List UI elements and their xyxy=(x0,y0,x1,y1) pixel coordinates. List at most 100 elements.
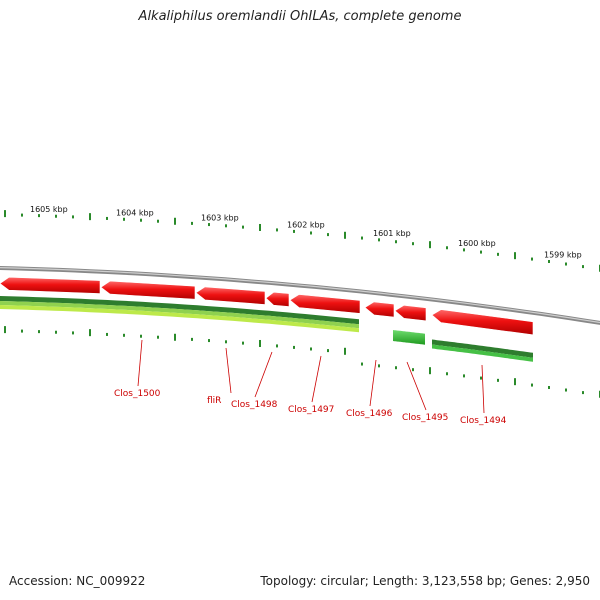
position-label: 1603 kbp xyxy=(201,214,239,223)
outer-tick xyxy=(514,252,516,260)
outer-tick xyxy=(310,231,312,235)
outer-tick xyxy=(565,262,567,266)
outer-tick xyxy=(480,250,482,254)
cds-band-mid-right xyxy=(432,344,533,362)
scale-ticks: 1605 kbp 1604 kbp 1603 kbp 1602 kbp 1601 kbp… xyxy=(4,205,600,398)
inner-tick xyxy=(191,337,193,341)
gene-leader-line xyxy=(406,361,427,411)
inner-tick xyxy=(344,347,346,355)
inner-tick xyxy=(106,332,108,336)
cds-band-mid xyxy=(0,301,359,329)
outer-tick xyxy=(361,236,363,240)
gene-arrow[interactable] xyxy=(100,280,196,300)
genome-stats-text: Topology: circular; Length: 3,123,558 bp… xyxy=(260,574,590,588)
inner-tick xyxy=(157,335,159,339)
inner-tick xyxy=(361,362,363,366)
gene-arrow[interactable] xyxy=(431,309,534,336)
inner-tick xyxy=(89,329,91,337)
outer-tick xyxy=(157,219,159,223)
outer-tick xyxy=(191,221,193,225)
outer-tick xyxy=(72,215,74,219)
accession-text: Accession: NC_009922 xyxy=(9,574,146,588)
gene-leader-line xyxy=(225,347,232,394)
inner-tick xyxy=(582,391,584,395)
map-title: Alkaliphilus oremlandii OhILAs, complete… xyxy=(138,9,462,24)
inner-tick xyxy=(259,339,261,347)
gene-arrows xyxy=(0,276,534,336)
outer-tick xyxy=(38,214,40,218)
feature-bands xyxy=(0,296,533,362)
gene-label[interactable]: Clos_1498 xyxy=(231,400,278,410)
inner-tick xyxy=(497,378,499,382)
position-label: 1600 kbp xyxy=(458,239,496,248)
inner-tick xyxy=(72,331,74,335)
position-label: 1601 kbp xyxy=(373,229,411,238)
inner-tick xyxy=(548,386,550,390)
gene-label[interactable]: Clos_1495 xyxy=(402,413,448,423)
position-label: 1604 kbp xyxy=(116,208,154,217)
outer-tick xyxy=(242,225,244,229)
gene-arrow[interactable] xyxy=(394,304,427,322)
outer-tick xyxy=(429,241,431,249)
inner-tick xyxy=(446,372,448,376)
inner-tick xyxy=(4,326,6,334)
inner-tick xyxy=(140,334,142,338)
gene-leader-line xyxy=(369,359,377,407)
outer-tick xyxy=(21,213,23,217)
cds-band-dark-right xyxy=(432,339,533,358)
outer-tick xyxy=(106,216,108,220)
gene-leader-line xyxy=(137,339,143,387)
gene-arrow[interactable] xyxy=(265,291,290,307)
inner-tick xyxy=(55,330,57,334)
inner-tick xyxy=(38,330,40,334)
gene-label[interactable]: Clos_1494 xyxy=(460,416,507,426)
inner-tick xyxy=(514,378,516,386)
outer-tick xyxy=(548,260,550,264)
inner-tick xyxy=(531,383,533,387)
reverse-gene-block xyxy=(393,330,425,345)
gene-label[interactable]: fliR xyxy=(207,396,221,406)
outer-tick xyxy=(327,233,329,237)
outer-tick xyxy=(497,252,499,256)
outer-tick xyxy=(208,223,210,227)
outer-tick xyxy=(4,210,6,218)
inner-tick xyxy=(21,329,23,333)
outer-tick xyxy=(293,229,295,233)
outer-tick xyxy=(446,246,448,250)
inner-tick xyxy=(293,345,295,349)
gene-arrow[interactable] xyxy=(289,294,361,314)
inner-tick xyxy=(276,344,278,348)
outer-tick xyxy=(259,223,261,231)
inner-tick xyxy=(395,366,397,370)
genome-backbone xyxy=(0,266,600,325)
inner-tick xyxy=(412,368,414,372)
outer-tick xyxy=(276,228,278,232)
inner-tick xyxy=(565,388,567,392)
cds-band-light xyxy=(0,305,359,333)
gene-arrow[interactable] xyxy=(195,286,266,305)
outer-tick xyxy=(55,214,57,218)
position-label: 1605 kbp xyxy=(30,205,68,214)
inner-tick xyxy=(480,376,482,380)
gene-arrow[interactable] xyxy=(364,301,395,318)
outer-tick xyxy=(463,248,465,252)
outer-tick xyxy=(344,231,346,239)
backbone-group xyxy=(0,266,600,325)
inner-tick xyxy=(174,333,176,341)
inner-tick xyxy=(242,341,244,345)
position-label: 1599 kbp xyxy=(544,250,582,259)
outer-tick xyxy=(123,217,125,221)
gene-label[interactable]: Clos_1497 xyxy=(288,405,334,415)
gene-leader-line xyxy=(311,355,322,403)
inner-tick xyxy=(225,340,227,344)
inner-tick xyxy=(463,374,465,378)
outer-tick xyxy=(378,238,380,242)
inner-tick xyxy=(378,364,380,368)
outer-tick xyxy=(89,213,91,221)
outer-tick xyxy=(225,224,227,228)
gene-label[interactable]: Clos_1500 xyxy=(114,389,161,399)
gene-arrow[interactable] xyxy=(0,276,101,294)
gene-label[interactable]: Clos_1496 xyxy=(346,409,393,419)
cds-band-dark xyxy=(0,296,359,325)
